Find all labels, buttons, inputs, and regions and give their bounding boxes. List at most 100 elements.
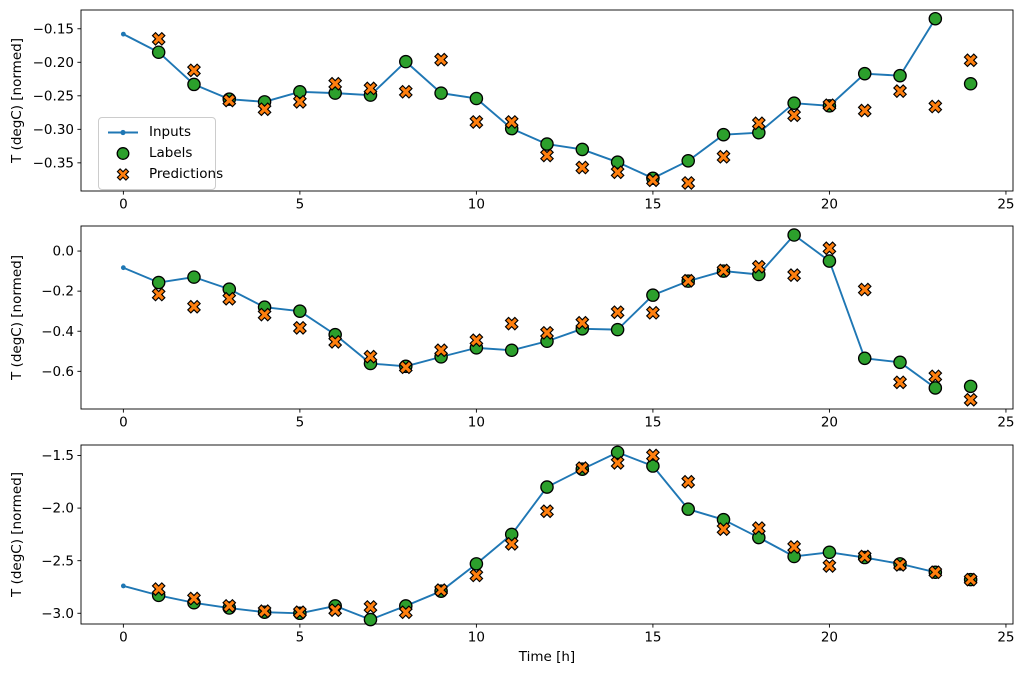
- y-tick-label: −0.15: [33, 21, 74, 37]
- y-axis-label: T (degC) [normed]: [9, 38, 25, 164]
- labels-point: [963, 379, 978, 394]
- labels-point: [363, 612, 378, 627]
- labels-marker-icon: [106, 146, 140, 161]
- predictions-point: [363, 81, 378, 96]
- predictions-point: [363, 599, 378, 614]
- predictions-point: [398, 605, 413, 620]
- labels-point: [681, 154, 695, 168]
- x-tick-label: 10: [468, 197, 485, 213]
- labels-point: [857, 351, 872, 366]
- predictions-point: [151, 287, 166, 302]
- x-tick-label: 20: [821, 630, 838, 646]
- predictions-point: [504, 536, 519, 551]
- legend-item-inputs: Inputs: [106, 123, 207, 142]
- predictions-point: [186, 63, 201, 78]
- predictions-point: [363, 349, 378, 364]
- legend-label-predictions: Predictions: [149, 166, 224, 182]
- y-tick-label: −0.6: [41, 364, 74, 380]
- labels-point: [399, 54, 413, 69]
- predictions-point: [893, 375, 908, 390]
- predictions-point: [151, 31, 166, 46]
- y-axis-label: T (degC) [normed]: [9, 472, 25, 598]
- y-tick-label: −0.20: [33, 55, 74, 71]
- x-tick-label: 0: [119, 415, 128, 431]
- axes-spines: [80, 9, 1014, 192]
- predictions-point: [328, 334, 343, 349]
- x-tick-label: 5: [296, 630, 305, 646]
- labels-point: [646, 288, 660, 302]
- predictions-point: [751, 259, 766, 274]
- predictions-point: [963, 572, 978, 587]
- predictions-point: [857, 103, 872, 118]
- predictions-point: [893, 557, 908, 572]
- x-tick-label: 25: [997, 630, 1014, 646]
- labels-point: [610, 155, 625, 169]
- predictions-point: [716, 522, 731, 537]
- predictions-point: [610, 165, 625, 180]
- x-tick-label: 15: [644, 197, 661, 213]
- predictions-point: [681, 175, 696, 190]
- predictions-point: [857, 282, 872, 297]
- x-tick-label: 20: [821, 415, 838, 431]
- predictions-point: [222, 93, 237, 108]
- labels-point: [504, 343, 519, 358]
- predictions-point: [963, 392, 978, 407]
- inputs-point: [120, 31, 126, 37]
- y-tick-label: −1.5: [41, 448, 74, 464]
- legend-label-labels: Labels: [149, 145, 193, 161]
- labels-point: [575, 142, 590, 157]
- predictions-point: [681, 273, 696, 288]
- labels-point: [822, 545, 837, 560]
- predictions-point: [716, 149, 731, 164]
- predictions-point: [186, 299, 201, 314]
- labels-point: [293, 304, 307, 318]
- predictions-point: [645, 173, 660, 188]
- y-tick-label: −3.0: [41, 606, 74, 622]
- legend-label-inputs: Inputs: [149, 124, 191, 140]
- predictions-point: [434, 343, 449, 358]
- labels-point: [187, 77, 201, 92]
- x-tick-label: 0: [119, 630, 128, 646]
- legend: Inputs Labels Predictions: [98, 117, 223, 190]
- labels-point: [963, 76, 978, 91]
- y-tick-label: 0.0: [53, 244, 74, 260]
- predictions-point: [504, 114, 519, 129]
- labels-point: [787, 228, 801, 242]
- y-tick-label: −0.4: [41, 324, 74, 340]
- predictions-point: [257, 307, 272, 322]
- inputs-line: [123, 451, 936, 621]
- predictions-point: [398, 360, 413, 375]
- predictions-point: [328, 603, 343, 618]
- predictions-point: [469, 568, 484, 583]
- predictions-marker-icon: [106, 167, 140, 182]
- predictions-point: [469, 333, 484, 348]
- x-tick-label: 5: [296, 197, 305, 213]
- predictions-point: [681, 474, 696, 489]
- labels-point: [681, 502, 695, 516]
- inputs-line: [122, 234, 936, 389]
- y-tick-label: −0.30: [33, 122, 74, 138]
- predictions-point: [539, 504, 555, 519]
- labels-point: [469, 557, 484, 571]
- panel-3: 0 5 10 15 20 25 −1.5 −2.0 −2.5 −3.0 T (degC) [norm…: [9, 444, 1015, 646]
- predictions-point: [822, 241, 837, 256]
- inputs-line-icon: [106, 125, 140, 140]
- axes-spines: [80, 225, 1014, 410]
- predictions-point: [539, 148, 555, 163]
- predictions-point: [292, 320, 307, 335]
- predictions-point: [151, 582, 166, 597]
- predictions-point: [257, 102, 272, 117]
- x-tick-label: 25: [997, 197, 1014, 213]
- y-axis-label: T (degC) [normed]: [9, 255, 25, 381]
- legend-item-labels: Labels: [106, 144, 207, 163]
- labels-point: [928, 11, 943, 26]
- labels-point: [822, 254, 837, 268]
- labels-point: [293, 85, 307, 99]
- labels-point: [540, 480, 554, 494]
- axes-spines: [80, 444, 1014, 625]
- predictions-point: [575, 160, 590, 175]
- panel-2: 0 5 10 15 20 25 0.0 −0.2 −0.4 −0.6 T (degC) [norme…: [9, 225, 1015, 431]
- predictions-point: [504, 316, 519, 331]
